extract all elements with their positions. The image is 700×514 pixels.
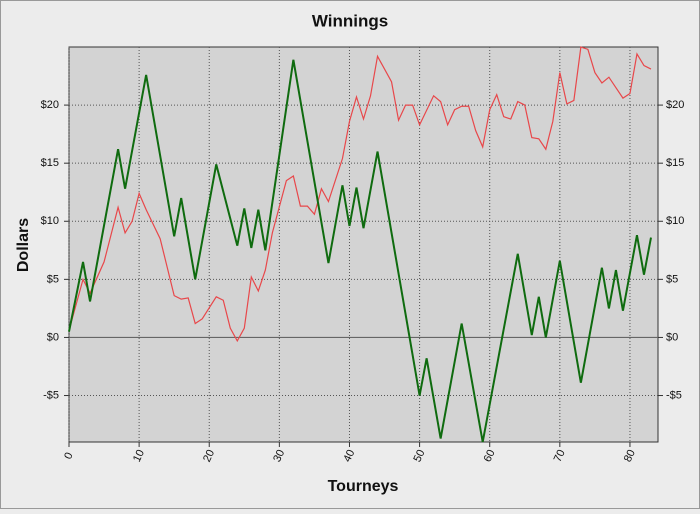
x-tick-label: 80 bbox=[622, 448, 638, 464]
y-tick-label-right: $15 bbox=[666, 157, 684, 169]
y-axis-label: Dollars bbox=[15, 218, 32, 272]
y-tick-label: $10 bbox=[41, 215, 59, 227]
y-tick-label: $15 bbox=[41, 157, 59, 169]
series-line bbox=[68, 46, 652, 343]
x-axis-label: Tourneys bbox=[328, 478, 399, 495]
plot-area bbox=[68, 46, 659, 443]
x-tick-label: 30 bbox=[271, 448, 287, 464]
x-tick-label: 70 bbox=[552, 448, 568, 464]
x-tick-label: 60 bbox=[482, 448, 498, 464]
x-tick-label: 40 bbox=[341, 448, 357, 464]
chart-title: Winnings bbox=[312, 11, 388, 30]
x-tick-label: 10 bbox=[131, 448, 147, 464]
y-tick-label-right: $10 bbox=[666, 215, 684, 227]
y-tick-label: $20 bbox=[41, 99, 59, 111]
x-tick-label: 20 bbox=[201, 448, 217, 464]
y-tick-label: -$5 bbox=[43, 389, 59, 401]
series-line bbox=[68, 59, 652, 443]
x-tick-label: 0 bbox=[62, 451, 75, 462]
y-tick-label-right: $20 bbox=[666, 99, 684, 111]
y-tick-label: $5 bbox=[47, 273, 59, 285]
y-tick-label-right: $5 bbox=[666, 273, 678, 285]
y-tick-label-right: $0 bbox=[666, 331, 678, 343]
x-tick-label: 50 bbox=[411, 448, 427, 464]
y-tick-label-right: -$5 bbox=[666, 389, 682, 401]
y-tick-label: $0 bbox=[47, 331, 59, 343]
